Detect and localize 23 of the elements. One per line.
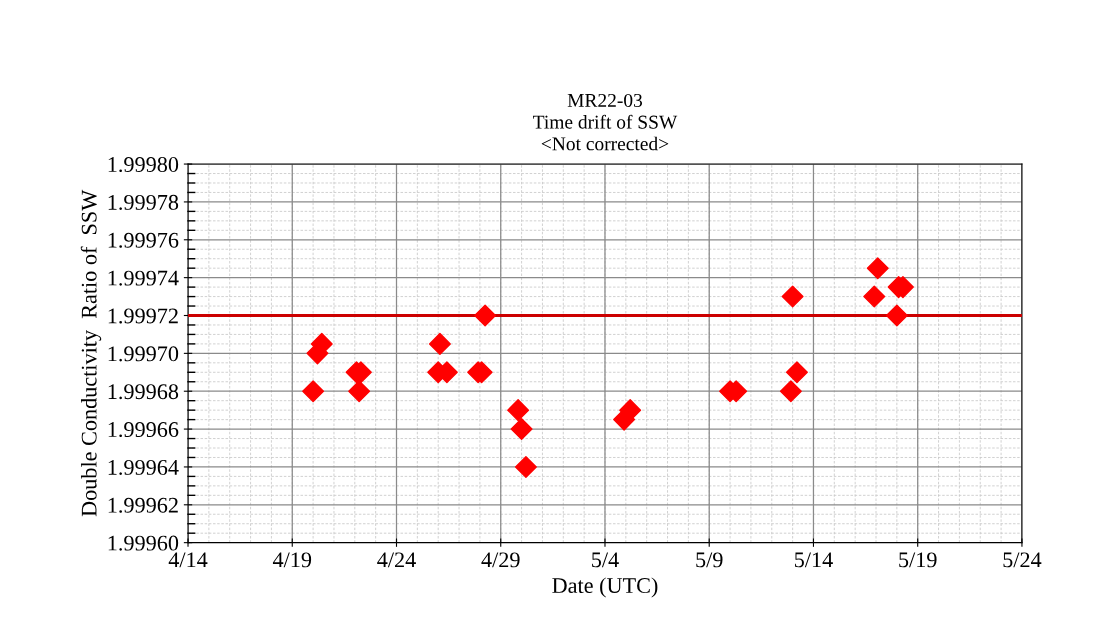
y-axis-title: Double Conductivity Ratio of SSW bbox=[80, 189, 102, 517]
x-tick-label: 4/29 bbox=[481, 552, 520, 568]
x-tick-label: 5/19 bbox=[899, 552, 937, 568]
y-tick-label: 1.99978 bbox=[108, 194, 179, 210]
y-tick-label: 1.99962 bbox=[108, 497, 178, 513]
x-tick-label: 5/14 bbox=[795, 552, 833, 568]
y-tick-label: 1.99970 bbox=[108, 346, 179, 362]
chart-title: MR22-03 Time drift of SSW <Not corrected> bbox=[533, 93, 678, 151]
y-tick-label: 1.99976 bbox=[108, 232, 179, 248]
x-tick-label: 5/24 bbox=[1003, 552, 1042, 568]
y-tick-label: 1.99964 bbox=[108, 459, 179, 475]
x-tick-label: 5/9 bbox=[696, 552, 723, 568]
x-tick-label: 4/19 bbox=[272, 552, 312, 568]
y-tick-label: 1.99980 bbox=[108, 156, 179, 173]
x-tick-label: 5/4 bbox=[592, 552, 619, 568]
x-tick-label: 4/24 bbox=[377, 552, 416, 568]
y-tick-label: 1.99974 bbox=[108, 270, 179, 286]
y-tick-label: 1.99968 bbox=[108, 384, 179, 400]
x-axis-title: Date (UTC) bbox=[552, 577, 658, 598]
y-tick-label: 1.99960 bbox=[108, 535, 179, 551]
y-tick-label: 1.99966 bbox=[108, 422, 179, 438]
y-tick-label: 1.99972 bbox=[108, 308, 178, 324]
x-tick-label: 4/14 bbox=[168, 552, 208, 568]
